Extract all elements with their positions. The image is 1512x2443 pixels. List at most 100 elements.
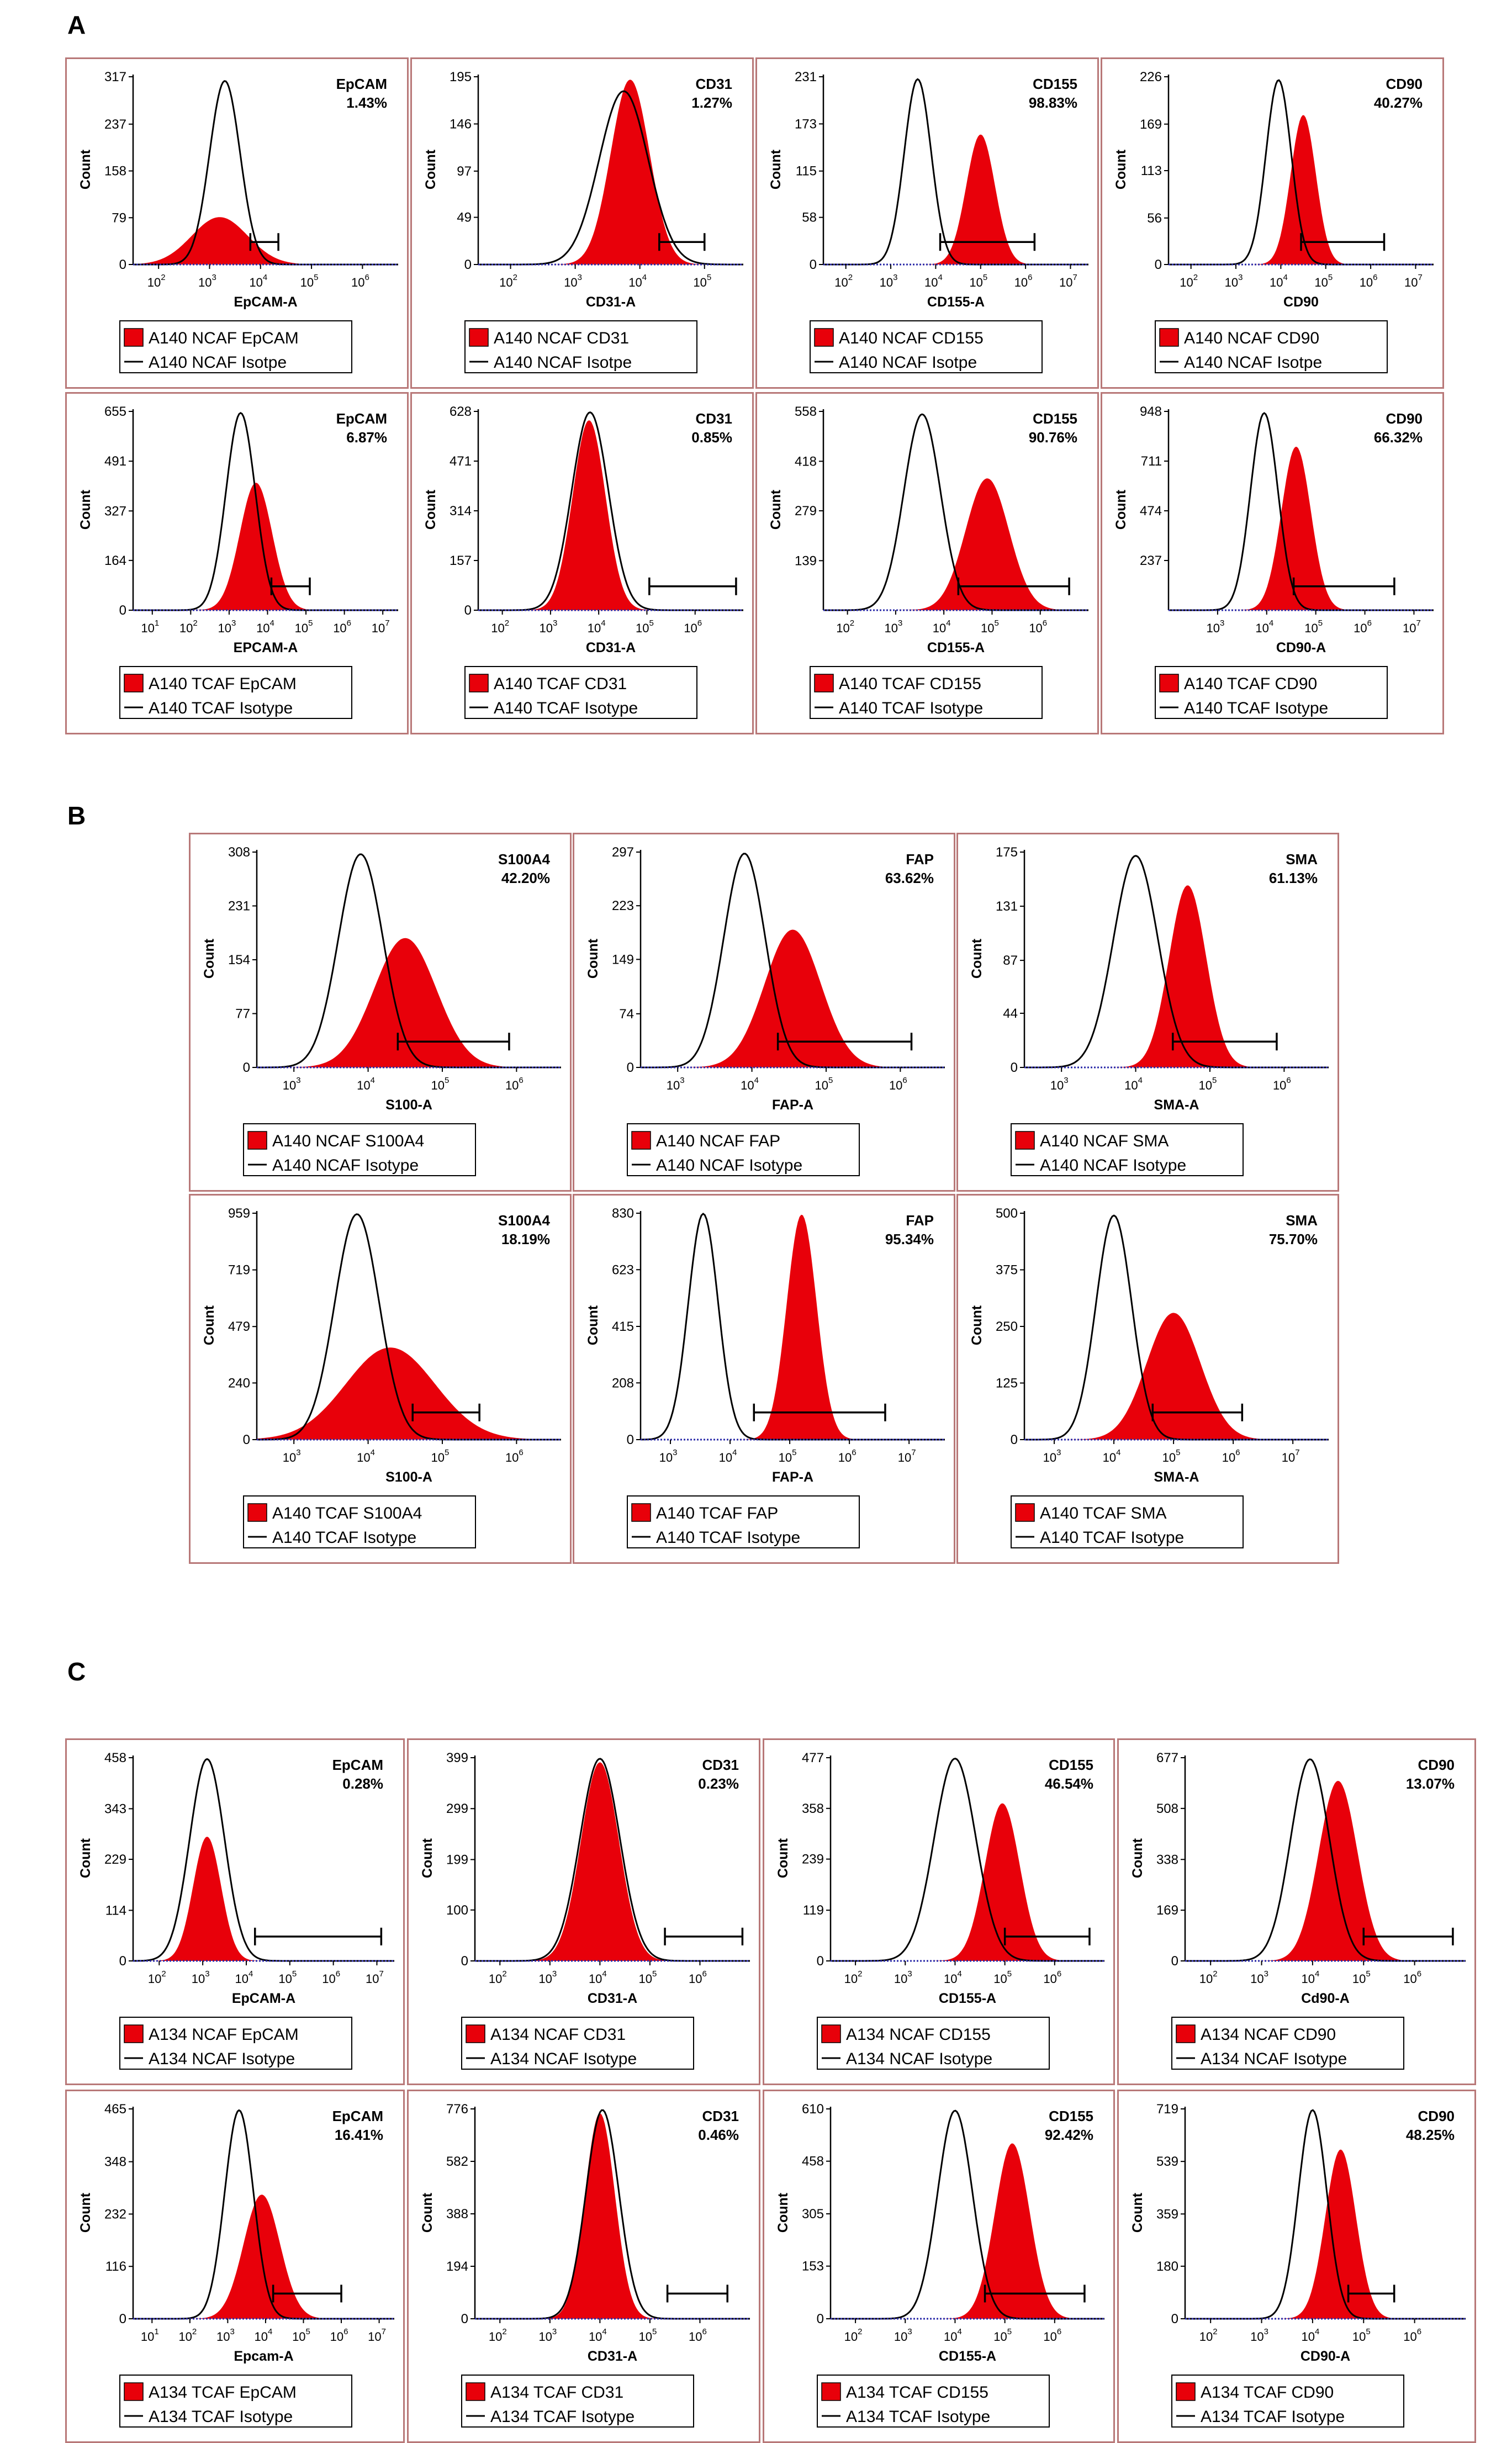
- histogram-chart: 0 77 154 231 308 103 104 105 106 S100A4 42.20% Coun…: [202, 845, 561, 1176]
- gate-marker: [664, 1927, 744, 1945]
- histogram-chart: 0 74 149 223 297 103 104 105 106 FAP 63.62% Count FA…: [585, 845, 945, 1176]
- y-tick-label: 164: [104, 553, 126, 568]
- legend: A140 NCAF FAP A140 NCAF Isotype: [627, 1123, 860, 1176]
- legend-swatch-filled: [469, 674, 489, 692]
- x-axis-label: EPCAM-A: [234, 640, 298, 655]
- y-tick-label: 223: [612, 898, 634, 913]
- gate-marker: [396, 1033, 510, 1051]
- y-axis-label: Count: [585, 938, 601, 979]
- legend-swatch-filled: [1159, 328, 1179, 347]
- y-tick-label: 0: [243, 1432, 250, 1447]
- histogram-chart: 0 169 338 508 677 102 103 104 105 106 CD90 13.07% Co…: [1130, 1751, 1466, 2070]
- x-tick-label: 106: [1222, 1448, 1240, 1464]
- filled-histogram: [1024, 1313, 1329, 1440]
- histogram-panel: 0 58 115 173 231 102 103 104 105 106 107 CD155 98.83…: [755, 57, 1099, 389]
- x-tick-label: 102: [489, 2327, 507, 2344]
- y-tick-label: 131: [996, 899, 1018, 914]
- histogram-panel: 0 157 314 471 628 102 103 104 105 106 CD31 0.85% Cou…: [410, 392, 754, 734]
- histogram-chart: 0 49 97 146 195 102 103 104 105 CD31 1.27% Count CD3…: [423, 70, 743, 373]
- y-tick-label: 231: [795, 70, 817, 84]
- x-tick-label: 103: [880, 273, 898, 289]
- x-tick-label: 102: [844, 1969, 863, 1986]
- positive-percentage: 48.25%: [1406, 2127, 1455, 2143]
- marker-name: SMA: [1286, 851, 1318, 868]
- x-tick-label: 105: [1162, 1448, 1181, 1464]
- y-tick-label: 158: [104, 164, 126, 179]
- y-tick-label: 0: [119, 257, 126, 272]
- y-tick-label: 153: [802, 2259, 824, 2274]
- x-axis-label: CD31-A: [588, 1991, 637, 2006]
- y-tick-label: 388: [446, 2207, 468, 2222]
- legend-entry: A140 NCAF Isotpe: [1184, 353, 1322, 372]
- y-tick-label: 623: [612, 1262, 634, 1277]
- y-axis-label: Count: [768, 149, 784, 189]
- isotype-histogram-line: [1024, 855, 1329, 1069]
- y-tick-label: 195: [450, 70, 472, 84]
- y-tick-label: 0: [461, 2312, 468, 2326]
- y-tick-label: 719: [1156, 2102, 1178, 2117]
- x-axis-label: FAP-A: [772, 1097, 813, 1113]
- x-tick-label: 103: [659, 1448, 678, 1464]
- marker-name: CD155: [1033, 410, 1077, 427]
- y-tick-label: 0: [464, 603, 472, 618]
- gate-marker: [939, 233, 1036, 251]
- x-axis-label: CD31-A: [588, 2349, 637, 2364]
- x-tick-label: 102: [489, 1969, 507, 1986]
- y-axis-label: Count: [1113, 149, 1129, 189]
- legend-swatch-filled: [247, 1503, 267, 1522]
- y-tick-label: 169: [1156, 1903, 1178, 1918]
- histogram-chart: 0 157 314 471 628 102 103 104 105 106 CD31 0.85% Cou…: [423, 404, 743, 719]
- isotype-histogram-line: [133, 1758, 394, 1962]
- histogram-panel: 0 116 232 348 465 101 102 103 104 105 106 107 EpCAM 1…: [65, 2090, 405, 2443]
- legend-entry: A140 NCAF Isotpe: [494, 353, 632, 372]
- x-axis-label: CD31-A: [586, 640, 636, 655]
- legend-entry: A140 NCAF Isotype: [1040, 1156, 1186, 1175]
- legend-entry: A134 TCAF Isotype: [490, 2408, 635, 2426]
- positive-percentage: 0.28%: [342, 1775, 383, 1792]
- x-axis-label: Epcam-A: [234, 2349, 293, 2364]
- x-axis-label: S100-A: [385, 1097, 432, 1113]
- y-tick-label: 830: [612, 1206, 634, 1221]
- y-tick-label: 415: [612, 1319, 634, 1334]
- x-tick-label: 106: [333, 618, 351, 635]
- filled-histogram: [133, 2195, 394, 2319]
- y-tick-label: 471: [450, 454, 472, 469]
- positive-percentage: 0.23%: [698, 1775, 739, 1792]
- histogram-chart: 0 114 229 343 458 102 103 104 105 106 107 EpCAM 0.28…: [78, 1751, 394, 2070]
- x-tick-label: 105: [431, 1448, 450, 1464]
- marker-name: EpCAM: [336, 410, 387, 427]
- y-tick-label: 157: [450, 553, 472, 568]
- y-tick-label: 359: [1156, 2207, 1178, 2222]
- histogram-chart: 0 116 232 348 465 101 102 103 104 105 106 107 EpCAM 1…: [78, 2102, 394, 2428]
- legend: A140 NCAF CD90 A140 NCAF Isotpe: [1155, 320, 1388, 373]
- x-tick-label: 103: [1250, 2327, 1268, 2344]
- positive-percentage: 16.41%: [335, 2127, 383, 2143]
- x-tick-label: 105: [1352, 1969, 1371, 1986]
- positive-percentage: 95.34%: [885, 1231, 934, 1247]
- y-tick-label: 232: [104, 2207, 126, 2222]
- legend-swatch-filled: [631, 1503, 651, 1522]
- y-tick-label: 0: [627, 1432, 634, 1447]
- histogram-chart: 0 58 115 173 231 102 103 104 105 106 107 CD155 98.83…: [768, 70, 1088, 373]
- gate-marker: [1172, 1033, 1278, 1051]
- legend-swatch-filled: [821, 2382, 841, 2401]
- y-tick-label: 628: [450, 404, 472, 419]
- y-tick-label: 119: [803, 1903, 824, 1918]
- y-tick-label: 305: [802, 2207, 824, 2222]
- positive-percentage: 92.42%: [1045, 2127, 1093, 2143]
- x-tick-label: 104: [235, 1969, 253, 1986]
- legend-swatch-filled: [1176, 2382, 1196, 2401]
- x-tick-label: 107: [1403, 618, 1421, 635]
- x-tick-label: 103: [538, 2327, 557, 2344]
- y-tick-label: 237: [104, 117, 126, 132]
- legend-entry: A134 TCAF Isotype: [149, 2408, 293, 2426]
- y-tick-label: 229: [104, 1852, 126, 1867]
- x-axis-label: Cd90-A: [1301, 1991, 1350, 2006]
- x-tick-label: 106: [1273, 1076, 1291, 1092]
- legend: A134 TCAF CD31 A134 TCAF Isotype: [461, 2375, 694, 2428]
- filled-histogram: [831, 2143, 1104, 2319]
- histogram-panel: 0 77 154 231 308 103 104 105 106 S100A4 42.20% Coun…: [189, 833, 572, 1192]
- histogram-panel: 0 169 338 508 677 102 103 104 105 106 CD90 13.07% Co…: [1117, 1738, 1476, 2085]
- x-tick-label: 104: [1301, 1969, 1319, 1986]
- marker-name: CD155: [1049, 2108, 1093, 2124]
